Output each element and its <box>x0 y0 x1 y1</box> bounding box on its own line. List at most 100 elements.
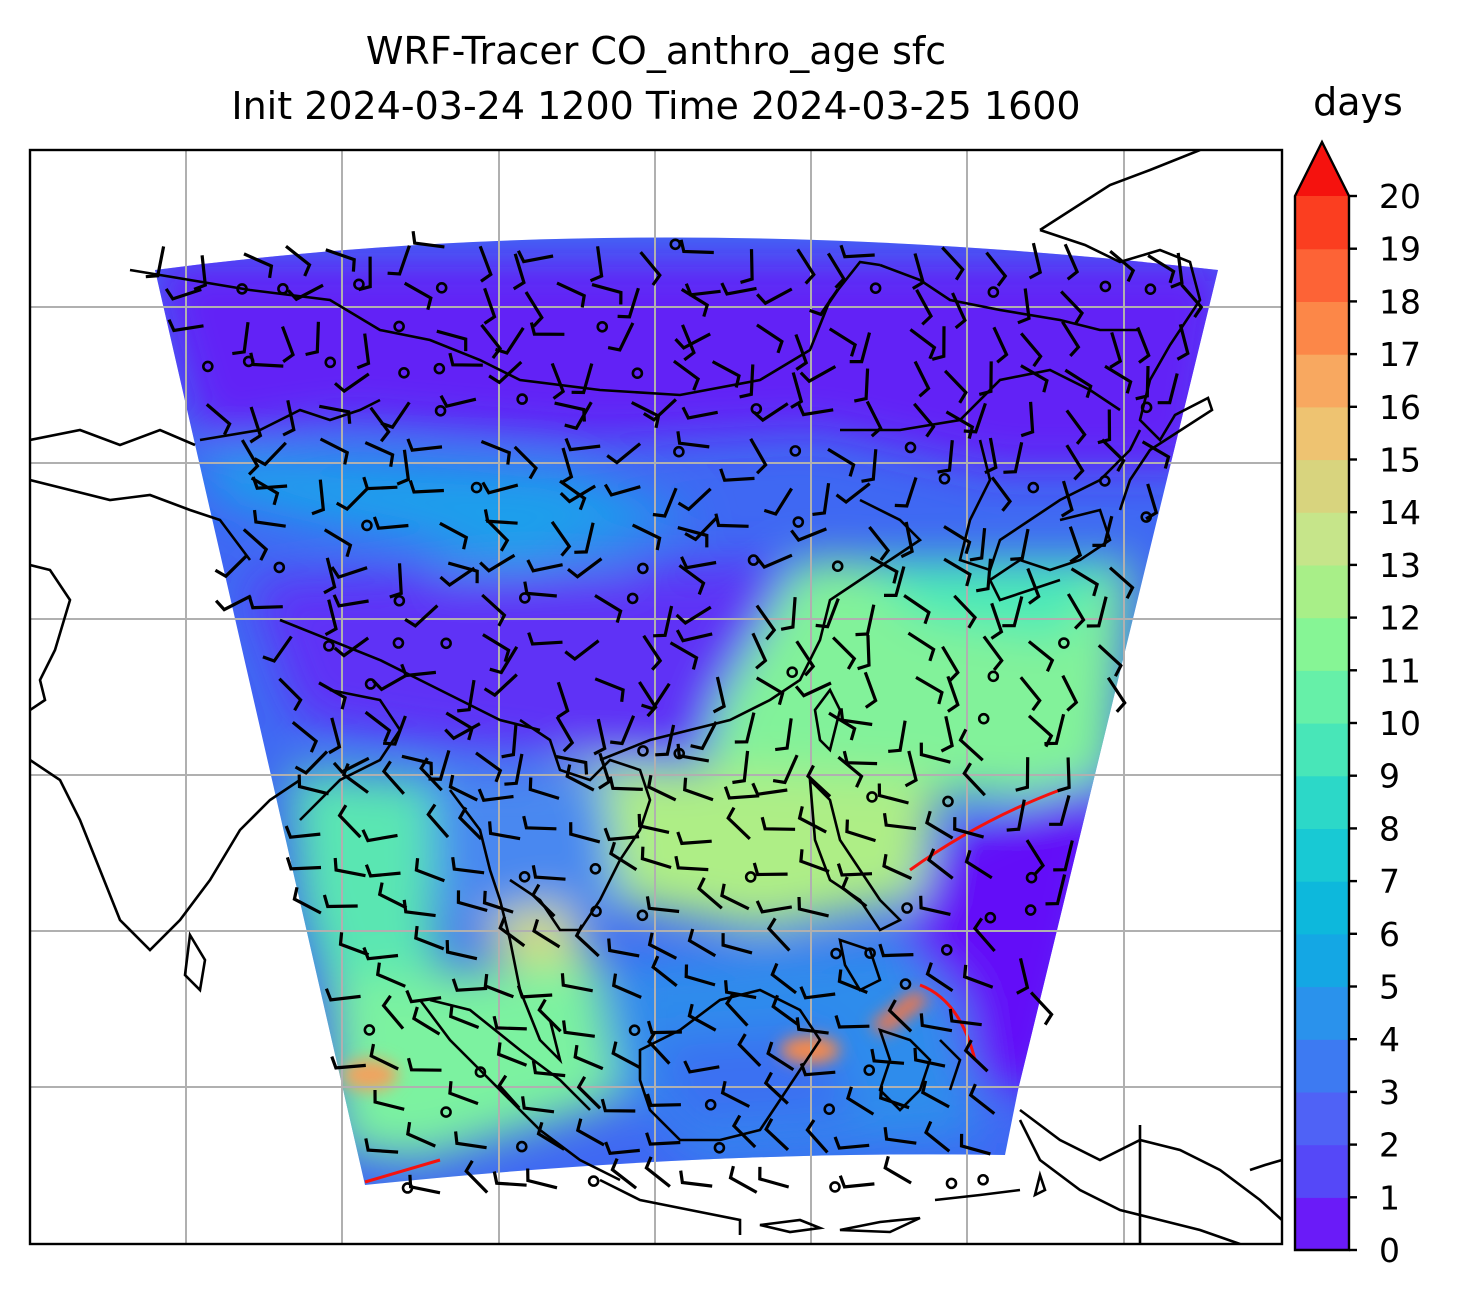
wind-barb <box>948 1008 982 1027</box>
wind-barb <box>639 251 662 286</box>
wind-barb <box>607 938 640 958</box>
wind-barb <box>770 962 797 995</box>
wind-barb <box>805 1119 829 1154</box>
wind-barb <box>387 245 411 276</box>
wind-barb <box>1020 401 1035 438</box>
wind-barb <box>284 825 321 839</box>
wind-barb <box>322 894 358 909</box>
wind-barb <box>521 1096 555 1114</box>
wind-barb <box>1060 290 1085 325</box>
colorbar-tick-label: 15 <box>1379 441 1421 480</box>
colorbar-tick-label: 10 <box>1379 704 1421 743</box>
wind-barb <box>492 1171 527 1187</box>
wind-barb <box>683 1060 720 1074</box>
wind-barb <box>325 248 356 272</box>
wind-barb <box>330 566 368 580</box>
wind-barb <box>732 750 750 785</box>
wind-barb <box>524 291 544 328</box>
calm-wind-marker <box>1140 511 1153 523</box>
wind-barb <box>1006 799 1026 832</box>
wind-barb <box>214 554 249 579</box>
wind-barb <box>1135 365 1150 401</box>
colorbar-segment <box>1295 1091 1349 1146</box>
wind-barb <box>652 487 678 518</box>
colorbar-tick-label: 18 <box>1379 282 1421 321</box>
calm-wind-marker <box>440 637 452 650</box>
wind-barb <box>878 943 914 958</box>
wind-barb <box>593 718 607 756</box>
wind-barb <box>797 402 834 417</box>
wind-barb <box>403 281 433 311</box>
wind-barb <box>751 782 788 797</box>
calm-wind-marker <box>393 594 406 607</box>
calm-wind-marker <box>474 1066 487 1078</box>
wind-barb <box>962 762 986 797</box>
wind-barbs <box>145 230 1204 1195</box>
wind-barb <box>941 645 960 683</box>
wind-barb <box>797 896 829 918</box>
wind-barb <box>1060 480 1074 518</box>
wind-barb <box>574 522 595 554</box>
wind-barb <box>364 864 401 878</box>
wind-barb <box>571 363 594 395</box>
wind-barb <box>931 326 946 361</box>
wind-barb <box>527 632 563 646</box>
wind-barb <box>1045 874 1067 906</box>
wind-barb <box>1065 409 1087 445</box>
wind-barb <box>240 439 260 476</box>
calm-wind-marker <box>323 640 335 652</box>
wind-barb <box>408 1174 441 1195</box>
wind-barb <box>164 287 202 301</box>
wind-barb <box>575 1118 605 1147</box>
calm-wind-marker <box>1027 481 1040 494</box>
wind-barb <box>292 886 322 915</box>
wind-barb <box>972 917 996 953</box>
wind-barb <box>457 806 483 841</box>
wind-barb <box>642 398 677 422</box>
wind-barb <box>247 595 283 610</box>
colorbar-outline <box>1293 139 1351 1252</box>
calm-wind-marker <box>704 1098 717 1111</box>
wind-barb <box>900 521 914 559</box>
wind-barb <box>919 895 951 916</box>
calm-wind-marker <box>823 1103 836 1115</box>
colorbar-tick-label: 0 <box>1379 1231 1400 1270</box>
wind-barb <box>894 477 918 508</box>
calm-wind-marker <box>1025 871 1038 884</box>
wind-barb <box>333 372 370 394</box>
wind-barb <box>645 896 680 914</box>
wind-barb <box>451 856 485 875</box>
wind-barb <box>684 964 716 987</box>
wind-barb <box>737 1033 762 1068</box>
wind-barb <box>406 1121 436 1148</box>
wind-barb <box>482 633 511 663</box>
colorbar-tick-label: 9 <box>1379 757 1400 796</box>
wind-barb <box>833 1136 870 1150</box>
wind-barb <box>607 322 635 352</box>
calm-wind-marker <box>984 911 997 924</box>
wind-barb <box>1157 373 1179 405</box>
wind-barb <box>734 712 756 744</box>
calm-wind-marker <box>864 947 876 959</box>
wind-barb <box>483 973 514 999</box>
calm-wind-marker <box>631 367 644 380</box>
wind-barb <box>697 877 723 910</box>
wind-barb <box>855 604 876 637</box>
wind-barb <box>278 677 303 712</box>
wind-barb <box>990 476 1013 512</box>
wind-barb <box>637 813 670 834</box>
wind-barb <box>1064 368 1093 399</box>
wind-barb <box>1109 331 1123 369</box>
wind-barb <box>877 783 909 805</box>
wind-barb <box>958 728 984 762</box>
wind-barb <box>389 563 403 599</box>
calm-wind-marker <box>830 947 842 960</box>
wind-barb <box>478 245 493 283</box>
wind-barb <box>609 841 638 871</box>
wind-barb <box>912 402 936 438</box>
wind-barb <box>837 969 868 994</box>
wind-barb <box>439 521 469 550</box>
wind-barb <box>567 557 603 579</box>
calm-wind-marker <box>938 472 951 485</box>
